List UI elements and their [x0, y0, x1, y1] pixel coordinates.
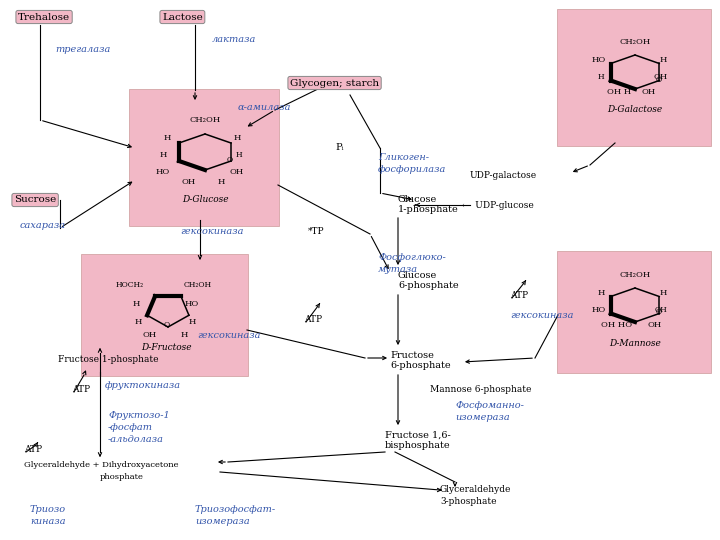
Text: OH HO: OH HO — [601, 321, 633, 329]
Text: -альдолаза: -альдолаза — [108, 435, 164, 443]
Text: OH: OH — [642, 88, 656, 96]
Text: H: H — [180, 331, 188, 339]
Text: H: H — [660, 289, 667, 297]
Text: O: O — [655, 308, 661, 316]
FancyBboxPatch shape — [129, 89, 279, 226]
Text: CH₂OH: CH₂OH — [619, 38, 651, 46]
Text: O: O — [164, 321, 170, 329]
Text: 6-phosphate: 6-phosphate — [398, 280, 459, 289]
Text: H: H — [135, 318, 142, 326]
Text: Фруктозо-1: Фруктозо-1 — [108, 410, 170, 420]
FancyBboxPatch shape — [557, 9, 711, 146]
Text: CH₂OH: CH₂OH — [189, 116, 220, 124]
Text: Glucose: Glucose — [398, 271, 437, 280]
Text: Гликоген-: Гликоген- — [378, 153, 429, 163]
Text: HO: HO — [156, 168, 170, 176]
Text: изомераза: изомераза — [195, 517, 250, 526]
Text: ATP: ATP — [510, 291, 528, 300]
Text: трегалаза: трегалаза — [55, 45, 110, 55]
Text: изомераза: изомераза — [455, 413, 510, 422]
Text: UDP-galactose: UDP-galactose — [470, 171, 537, 179]
Text: Lactose: Lactose — [162, 12, 203, 22]
Text: H₂O: H₂O — [330, 80, 349, 90]
Text: HOCH₂: HOCH₂ — [116, 281, 144, 289]
Text: гексокиназа: гексокиназа — [510, 310, 574, 320]
Text: OH: OH — [230, 168, 244, 176]
Text: OH: OH — [143, 331, 157, 339]
Text: HO: HO — [592, 56, 606, 64]
Text: H: H — [660, 56, 667, 64]
FancyBboxPatch shape — [81, 254, 248, 376]
Text: OH: OH — [182, 178, 196, 186]
Text: Фосфоглюко-: Фосфоглюко- — [378, 253, 446, 262]
Text: H: H — [598, 289, 605, 297]
Text: bisphosphate: bisphosphate — [385, 441, 451, 449]
Text: H: H — [189, 318, 196, 326]
Text: Pᵢ: Pᵢ — [335, 144, 343, 152]
Text: H: H — [598, 73, 604, 81]
Text: гексокиназа: гексокиназа — [197, 330, 261, 340]
Text: H: H — [233, 134, 240, 142]
Text: H: H — [132, 300, 140, 308]
Text: Sucrose: Sucrose — [14, 195, 56, 205]
Text: α-амилаза: α-амилаза — [238, 104, 292, 112]
Text: phosphate: phosphate — [100, 473, 144, 481]
Text: D-Glucose: D-Glucose — [181, 195, 228, 205]
Text: Glyceraldehyde: Glyceraldehyde — [440, 485, 511, 495]
Text: Glyceraldehyde + Dihydroxyacetone: Glyceraldehyde + Dihydroxyacetone — [24, 461, 179, 469]
Text: 3-phosphate: 3-phosphate — [440, 497, 497, 507]
Text: Glycogen; starch: Glycogen; starch — [290, 78, 379, 87]
Text: лактаза: лактаза — [212, 36, 256, 44]
Text: ATP: ATP — [304, 315, 322, 325]
Text: 1-phosphate: 1-phosphate — [398, 206, 459, 214]
Text: CH₂OH: CH₂OH — [184, 281, 212, 289]
Text: Fructose 1-phosphate: Fructose 1-phosphate — [58, 355, 158, 364]
Text: ATP: ATP — [72, 386, 90, 395]
Text: D-Mannose: D-Mannose — [609, 339, 661, 348]
Text: O: O — [227, 156, 233, 164]
Text: ATP: ATP — [24, 446, 42, 455]
Text: OH: OH — [654, 73, 668, 81]
Text: фосфорилаза: фосфорилаза — [378, 165, 446, 174]
Text: H: H — [159, 151, 167, 159]
Text: фруктокиназа: фруктокиназа — [105, 381, 181, 389]
Text: OH: OH — [648, 321, 662, 329]
Text: мутаза: мутаза — [378, 266, 418, 274]
Text: Триозофосфат-: Триозофосфат- — [195, 505, 276, 515]
Text: HO: HO — [592, 306, 606, 314]
Text: Glucose: Glucose — [398, 195, 437, 205]
Text: Триозо: Триозо — [30, 505, 66, 515]
Text: HO: HO — [185, 300, 199, 308]
Text: OH H: OH H — [607, 88, 631, 96]
Text: Mannose 6-phosphate: Mannose 6-phosphate — [430, 386, 531, 395]
Text: ←  UDP-glucose: ← UDP-glucose — [462, 200, 534, 210]
Text: CH₂OH: CH₂OH — [619, 271, 651, 279]
Text: Fructose 1,6-: Fructose 1,6- — [385, 430, 451, 440]
Text: D-Fructose: D-Fructose — [140, 343, 192, 353]
Text: Фосфоманно-: Фосфоманно- — [455, 401, 524, 409]
Text: D-Galactose: D-Galactose — [608, 105, 662, 114]
Text: 6-phosphate: 6-phosphate — [390, 361, 451, 369]
Text: O: O — [655, 76, 661, 84]
Text: гексокиназа: гексокиназа — [180, 227, 243, 237]
Text: сахараза: сахараза — [20, 220, 66, 230]
Text: -фосфат: -фосфат — [108, 422, 153, 431]
Text: *TP: *TP — [308, 227, 325, 237]
Text: OH: OH — [654, 306, 667, 314]
Text: киназа: киназа — [30, 517, 66, 526]
Text: H: H — [217, 178, 225, 186]
Text: H: H — [163, 134, 171, 142]
FancyBboxPatch shape — [557, 251, 711, 373]
Text: Trehalose: Trehalose — [18, 12, 70, 22]
Text: H: H — [235, 151, 243, 159]
Text: Fructose: Fructose — [390, 350, 434, 360]
